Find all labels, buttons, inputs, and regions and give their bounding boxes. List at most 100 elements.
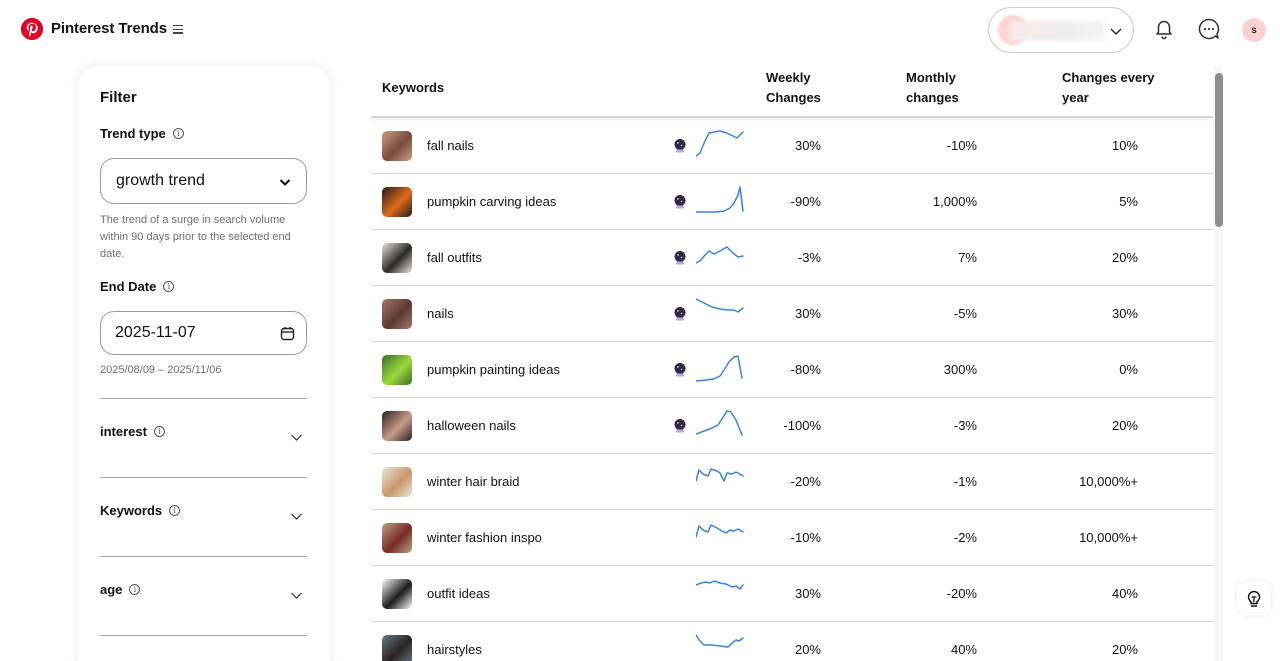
column-header-weekly[interactable]: Weekly Changes	[766, 68, 821, 108]
weekly-change: -90%	[790, 194, 821, 209]
keyword-label[interactable]: fall outfits	[427, 250, 482, 265]
trend-sparkline	[696, 130, 744, 157]
user-avatar[interactable]: s	[1242, 18, 1266, 42]
account-name-redacted	[1009, 21, 1105, 41]
keyword-thumbnail	[382, 187, 412, 217]
weekly-change: 30%	[794, 586, 821, 601]
yearly-change: 0%	[1119, 362, 1138, 377]
table-row[interactable]: fall outfits -3% 7% 20%	[371, 230, 1213, 286]
keyword-label[interactable]: halloween nails	[427, 418, 516, 433]
scrollbar-track[interactable]	[1213, 66, 1223, 661]
trend-sparkline	[696, 355, 743, 382]
keyword-thumbnail	[382, 467, 412, 497]
keyword-label[interactable]: winter fashion inspo	[427, 530, 542, 545]
table-row[interactable]: pumpkin painting ideas -80% 300% 0%	[371, 342, 1213, 398]
crystal-ball-icon	[674, 195, 686, 209]
accordion-age[interactable]: age i	[100, 582, 307, 622]
chevron-down-icon	[291, 513, 302, 520]
keyword-label[interactable]: pumpkin carving ideas	[427, 194, 557, 209]
accordion-label: age	[100, 582, 123, 597]
account-switcher[interactable]	[988, 7, 1134, 53]
chevron-down-icon	[291, 592, 302, 599]
table-row[interactable]: winter hair braid -20% -1% 10,000%+	[371, 454, 1213, 510]
menu-icon[interactable]	[173, 25, 183, 34]
keyword-label[interactable]: outfit ideas	[427, 586, 490, 601]
trends-table: Keywords Weekly Changes Monthly changes …	[371, 60, 1213, 661]
weekly-change: -3%	[797, 250, 821, 265]
header-line: Changes every	[1062, 70, 1155, 85]
lightbulb-icon	[1247, 590, 1260, 607]
keyword-thumbnail	[382, 299, 412, 329]
weekly-change: 30%	[794, 138, 821, 153]
crystal-ball-icon	[674, 251, 686, 265]
info-icon[interactable]: i	[169, 505, 181, 516]
info-icon[interactable]: i	[153, 426, 165, 437]
keyword-thumbnail	[382, 243, 412, 273]
table-row[interactable]: halloween nails -100% -3% 20%	[371, 398, 1213, 454]
scrollbar-thumb[interactable]	[1215, 73, 1223, 227]
monthly-change: 7%	[958, 250, 977, 265]
keyword-thumbnail	[382, 355, 412, 385]
yearly-change: 20%	[1111, 642, 1138, 657]
monthly-change: 40%	[950, 642, 977, 657]
trend-sparkline	[696, 580, 744, 590]
accordion-keywords[interactable]: Keywords i	[100, 503, 307, 543]
table-row[interactable]: hairstyles 20% 40% 20%	[371, 622, 1213, 661]
weekly-change: -20%	[790, 474, 821, 489]
pinterest-logo-icon[interactable]	[21, 18, 43, 40]
table-row[interactable]: fall nails 30% -10% 10%	[371, 118, 1213, 174]
divider	[100, 477, 307, 478]
divider	[100, 398, 307, 399]
keyword-label[interactable]: winter hair braid	[427, 474, 520, 489]
info-icon[interactable]: i	[129, 584, 141, 595]
bell-icon[interactable]	[1152, 17, 1176, 41]
keyword-label[interactable]: nails	[427, 306, 454, 321]
column-header-yearly[interactable]: Changes every year	[1062, 68, 1155, 108]
keyword-thumbnail	[382, 635, 412, 661]
crystal-ball-icon	[674, 419, 686, 433]
trend-type-help: The trend of a surge in search volume wi…	[100, 214, 291, 260]
header-line: Changes	[766, 90, 821, 105]
monthly-change: -3%	[953, 418, 977, 433]
keyword-thumbnail	[382, 131, 412, 161]
column-header-keywords[interactable]: Keywords	[382, 80, 445, 95]
tips-button[interactable]	[1237, 582, 1270, 615]
header-line: year	[1062, 90, 1089, 105]
trend-sparkline	[696, 468, 744, 482]
accordion-label: Keywords	[100, 503, 163, 518]
header-line: Monthly	[906, 70, 956, 85]
weekly-change: -10%	[790, 530, 821, 545]
table-row[interactable]: nails 30% -5% 30%	[371, 286, 1213, 342]
table-row[interactable]: outfit ideas 30% -20% 40%	[371, 566, 1213, 622]
keyword-label[interactable]: pumpkin painting ideas	[427, 362, 560, 377]
weekly-change: -80%	[790, 362, 821, 377]
trend-sparkline	[696, 298, 744, 313]
table-row[interactable]: winter fashion inspo -10% -2% 10,000%+	[371, 510, 1213, 566]
accordion-interest[interactable]: interest i	[100, 424, 307, 464]
keyword-label[interactable]: fall nails	[427, 138, 474, 153]
monthly-change: 300%	[943, 362, 977, 377]
end-date-value: 2025-11-07	[115, 324, 196, 341]
monthly-change: -10%	[946, 138, 977, 153]
yearly-change: 30%	[1111, 306, 1138, 321]
header-line: changes	[906, 90, 959, 105]
divider	[100, 556, 307, 557]
chat-icon[interactable]	[1197, 17, 1221, 41]
keyword-label[interactable]: hairstyles	[427, 642, 482, 657]
yearly-change: 10%	[1111, 138, 1138, 153]
yearly-change: 10,000%+	[1079, 474, 1138, 489]
info-icon[interactable]: i	[163, 281, 175, 292]
column-header-monthly[interactable]: Monthly changes	[906, 68, 959, 108]
yearly-change: 20%	[1111, 418, 1138, 433]
filter-panel: Filter Trend type i growth trend The tre…	[78, 66, 330, 661]
end-date-input[interactable]: 2025-11-07	[100, 311, 307, 355]
header-line: Weekly	[766, 70, 811, 85]
info-icon[interactable]: i	[172, 128, 184, 139]
calendar-icon[interactable]	[280, 326, 295, 341]
weekly-change: -100%	[783, 418, 821, 433]
chevron-down-icon	[291, 434, 302, 441]
chevron-down-icon	[279, 179, 291, 186]
trend-type-select[interactable]: growth trend	[100, 158, 307, 204]
table-row[interactable]: pumpkin carving ideas -90% 1,000% 5%	[371, 174, 1213, 230]
trend-sparkline	[696, 186, 744, 213]
